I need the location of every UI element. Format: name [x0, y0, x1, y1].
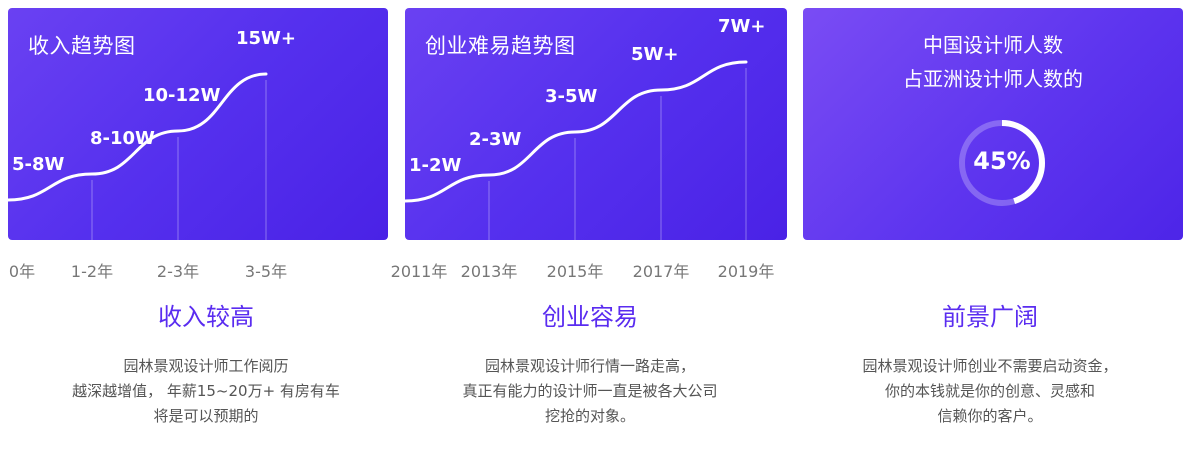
feature-description: 园林景观设计师行情一路走高， 真正有能力的设计师一直是被各大公司 挖抢的对象。	[400, 354, 780, 429]
feature-column-income: 收入较高 园林景观设计师工作阅历 越深越增值， 年薪15~20万+ 有房有车 将…	[16, 300, 396, 429]
feature-description-line: 信赖你的客户。	[937, 407, 1043, 425]
feature-heading: 前景广阔	[942, 303, 1038, 331]
percent-ring-graphic	[959, 120, 1045, 206]
x-tick-label: 2015年	[546, 262, 604, 281]
feature-column-startup: 创业容易 园林景观设计师行情一路走高， 真正有能力的设计师一直是被各大公司 挖抢…	[400, 300, 780, 429]
x-tick-label: 0年	[8, 262, 36, 281]
x-tick-label: 2011年	[390, 262, 448, 281]
x-tick-label: 2013年	[460, 262, 518, 281]
feature-description-line: 将是可以预期的	[153, 407, 259, 425]
designer-share-title-line2: 占亚洲设计师人数的	[903, 67, 1083, 91]
feature-description: 园林景观设计师创业不需要启动资金， 你的本钱就是你的创意、灵感和 信赖你的客户。	[800, 354, 1180, 429]
feature-description-line: 园林景观设计师创业不需要启动资金，	[862, 357, 1118, 375]
trend-line	[8, 72, 268, 202]
point-label: 1-2W	[409, 155, 462, 176]
x-tick-label: 2019年	[717, 262, 775, 281]
x-tick-label: 2017年	[632, 262, 690, 281]
income-trend-card: 5-8W 8-10W 10-12W 15W+ 收入趋势图	[8, 8, 388, 240]
feature-description: 园林景观设计师工作阅历 越深越增值， 年薪15~20万+ 有房有车 将是可以预期…	[16, 354, 396, 429]
x-tick-label: 1-2年	[70, 262, 114, 281]
startup-trend-x-axis: 2011年 2013年 2015年 2017年 2019年	[391, 258, 787, 282]
point-label: 5-8W	[12, 154, 65, 175]
feature-description-line: 挖抢的对象。	[544, 407, 635, 425]
feature-description-line: 真正有能力的设计师一直是被各大公司	[462, 382, 718, 400]
point-label: 2-3W	[469, 129, 522, 150]
point-label: 15W+	[236, 28, 296, 49]
startup-trend-chart: 1-2W 2-3W 3-5W 5W+ 7W+	[405, 16, 765, 240]
designer-share-title: 中国设计师人数 占亚洲设计师人数的	[803, 28, 1183, 96]
ring-progress	[959, 120, 1045, 206]
x-tick-label: 2-3年	[156, 262, 200, 281]
startup-trend-card: 1-2W 2-3W 3-5W 5W+ 7W+ 创业难易趋势图	[405, 8, 787, 240]
point-label: 10-12W	[143, 85, 221, 106]
designer-share-card: 中国设计师人数 占亚洲设计师人数的 45%	[803, 8, 1183, 240]
feature-description-line: 你的本钱就是你的创意、灵感和	[884, 382, 1095, 400]
income-trend-chart: 5-8W 8-10W 10-12W 15W+	[8, 28, 296, 240]
startup-trend-title: 创业难易趋势图	[425, 34, 576, 58]
income-trend-title: 收入趋势图	[28, 34, 136, 58]
percent-ring-label: 45%	[973, 147, 1031, 175]
trend-line	[405, 60, 748, 203]
feature-heading: 创业容易	[542, 303, 638, 331]
point-label: 3-5W	[545, 86, 598, 107]
income-trend-x-axis: 0年 1-2年 2-3年 3-5年	[8, 258, 388, 282]
feature-column-prospect: 前景广阔 园林景观设计师创业不需要启动资金， 你的本钱就是你的创意、灵感和 信赖…	[800, 300, 1180, 429]
feature-heading: 收入较高	[158, 303, 254, 331]
point-label: 7W+	[718, 16, 765, 37]
point-label: 5W+	[631, 44, 678, 65]
point-label: 8-10W	[90, 128, 155, 149]
designer-share-title-line1: 中国设计师人数	[923, 33, 1063, 57]
feature-description-line: 园林景观设计师行情一路走高，	[484, 357, 695, 375]
percent-ring: 45%	[956, 117, 1048, 209]
x-tick-label: 3-5年	[244, 262, 288, 281]
feature-description-line: 越深越增值， 年薪15~20万+ 有房有车	[72, 382, 340, 400]
feature-description-line: 园林景观设计师工作阅历	[123, 357, 289, 375]
